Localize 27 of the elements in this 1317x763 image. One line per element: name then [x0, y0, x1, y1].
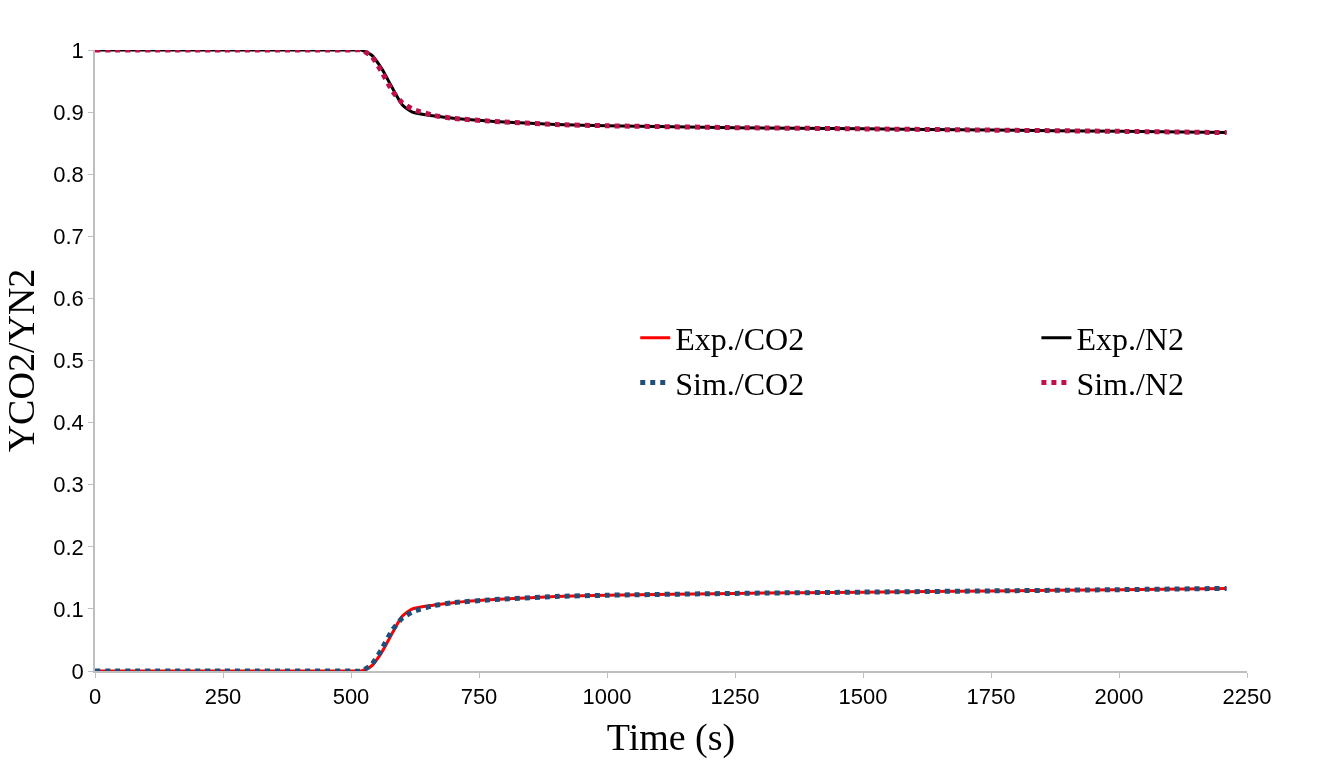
x-tick-label: 1000 — [582, 684, 632, 710]
y-tick-label: 0.6 — [53, 286, 84, 312]
legend-label: Exp./CO2 — [675, 321, 805, 358]
y-axis-title: YCO2/YN2 — [0, 268, 42, 453]
y-tick-label: 0.3 — [53, 472, 84, 498]
x-tick-label: 1750 — [966, 684, 1016, 710]
x-tick-label: 2250 — [1222, 684, 1272, 710]
legend-label: Exp./N2 — [1076, 321, 1184, 358]
y-tick-label: 0.5 — [53, 348, 84, 374]
y-tick-label: 0.2 — [53, 534, 84, 560]
x-tick-label: 1250 — [710, 684, 760, 710]
y-tick-label: 0.8 — [53, 161, 84, 187]
x-axis-title: Time (s) — [606, 715, 736, 759]
y-tick-label: 0.9 — [53, 99, 84, 125]
legend-label: Sim./CO2 — [675, 365, 805, 402]
x-tick-label: 2000 — [1094, 684, 1144, 710]
y-tick-label: 1 — [71, 37, 84, 63]
x-tick-label: 500 — [332, 684, 370, 710]
x-tick-label: 750 — [460, 684, 498, 710]
legend-label: Sim./N2 — [1076, 365, 1184, 402]
y-tick-label: 0.7 — [53, 224, 84, 249]
y-tick-label: 0.4 — [53, 410, 84, 436]
y-tick-label: 0 — [71, 658, 84, 684]
y-tick-label: 0.1 — [53, 596, 84, 622]
x-tick-label: 0 — [88, 684, 102, 710]
x-tick-label: 250 — [204, 684, 242, 710]
x-tick-label: 1500 — [838, 684, 888, 710]
